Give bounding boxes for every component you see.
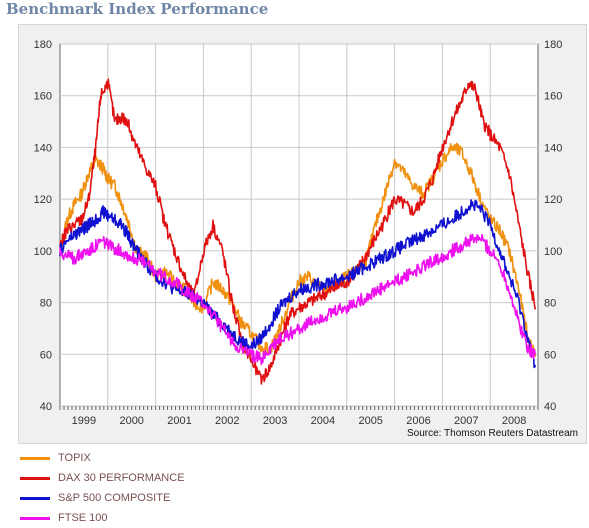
x-tick-label: 2001: [167, 415, 191, 427]
chart-title: Benchmark Index Performance: [6, 0, 269, 18]
line-chart: 40 60 80 100 120 140 160 180 40 60 80 100 120 140 160…: [34, 39, 578, 439]
x-tick-label: 2006: [406, 415, 430, 427]
series-line-ftse-100: [59, 233, 536, 366]
y-tick-label-left: 120: [34, 194, 52, 206]
legend-item: S&P 500 COMPOSITE: [20, 488, 420, 508]
y-tick-label-right: 60: [544, 349, 556, 361]
y-tick-label-right: 120: [544, 194, 562, 206]
legend-swatch: [20, 476, 50, 480]
x-tick-label: 2007: [454, 415, 478, 427]
y-tick-label-left: 80: [40, 298, 52, 310]
legend-label: S&P 500 COMPOSITE: [58, 492, 171, 504]
y-tick-label-left: 40: [40, 401, 52, 413]
legend-label: FTSE 100: [58, 512, 108, 524]
y-tick-label-right: 140: [544, 142, 562, 154]
x-tick-label: 2005: [358, 415, 382, 427]
y-tick-label-right: 160: [544, 91, 562, 103]
legend-item: DAX 30 PERFORMANCE: [20, 468, 420, 488]
y-tick-label-left: 160: [34, 91, 52, 103]
x-tick-label: 2000: [119, 415, 143, 427]
x-tick-label: 2004: [311, 415, 335, 427]
y-tick-label-left: 140: [34, 142, 52, 154]
x-tick-label: 1999: [72, 415, 96, 427]
x-tick-label: 2008: [502, 415, 526, 427]
y-tick-label-left: 180: [34, 39, 52, 51]
y-tick-label-right: 80: [544, 298, 556, 310]
legend-swatch: [20, 516, 50, 520]
series-line-topix: [59, 142, 537, 358]
legend-label: TOPIX: [58, 452, 91, 464]
series-line-s-p-500-composite: [59, 199, 537, 369]
legend: TOPIX DAX 30 PERFORMANCE S&P 500 COMPOSITE…: [20, 448, 420, 528]
legend-swatch: [20, 456, 50, 460]
legend-item: FTSE 100: [20, 508, 420, 528]
x-tick-label: 2003: [263, 415, 287, 427]
source-label: Source: Thomson Reuters Datastream: [407, 428, 578, 439]
y-tick-label-right: 180: [544, 39, 562, 51]
y-tick-label-left: 60: [40, 349, 52, 361]
series-line-dax-30-performance: [59, 78, 537, 385]
legend-label: DAX 30 PERFORMANCE: [58, 472, 185, 484]
legend-swatch: [20, 496, 50, 500]
legend-item: TOPIX: [20, 448, 420, 468]
y-tick-label-left: 100: [34, 246, 52, 258]
y-tick-label-right: 40: [544, 401, 556, 413]
y-tick-label-right: 100: [544, 246, 562, 258]
x-tick-label: 2002: [215, 415, 239, 427]
